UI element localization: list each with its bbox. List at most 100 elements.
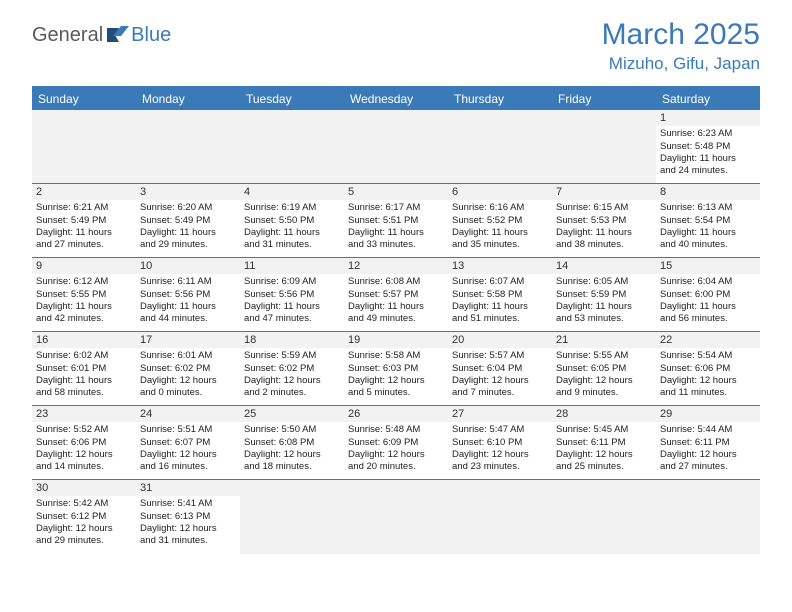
location-label: Mizuho, Gifu, Japan	[602, 54, 760, 74]
day-cell: 29 Sunrise: 5:44 AMSunset: 6:11 PMDayligh…	[656, 406, 760, 479]
day-number: 24	[136, 406, 240, 422]
day-cell: 30Sunrise: 5:42 AMSunset: 6:12 PMDayligh…	[32, 480, 136, 554]
day-info: Sunrise: 5:47 AMSunset: 6:10 PMDaylight:…	[452, 424, 548, 473]
day-cell: 1 Sunrise: 6:23 AMSunset: 5:48 PMDaylight…	[656, 110, 760, 183]
day-info: Sunrise: 6:08 AMSunset: 5:57 PMDaylight:…	[348, 276, 444, 325]
logo-flag-icon	[107, 26, 129, 42]
empty-cell	[344, 480, 448, 554]
day-cell: 11Sunrise: 6:09 AMSunset: 5:56 PMDayligh…	[240, 258, 344, 331]
day-info: Sunrise: 5:44 AMSunset: 6:11 PMDaylight:…	[660, 424, 756, 473]
calendar-grid: SundayMondayTuesdayWednesdayThursdayFrid…	[32, 86, 760, 554]
day-info: Sunrise: 6:17 AMSunset: 5:51 PMDaylight:…	[348, 202, 444, 251]
weekday-header-row: SundayMondayTuesdayWednesdayThursdayFrid…	[32, 88, 760, 110]
weekday-sunday: Sunday	[32, 88, 136, 110]
weekday-saturday: Saturday	[656, 88, 760, 110]
day-number: 16	[32, 332, 136, 348]
week-row: 30Sunrise: 5:42 AMSunset: 6:12 PMDayligh…	[32, 480, 760, 554]
day-cell: 27Sunrise: 5:47 AMSunset: 6:10 PMDayligh…	[448, 406, 552, 479]
day-info: Sunrise: 6:20 AMSunset: 5:49 PMDaylight:…	[140, 202, 236, 251]
day-cell: 14Sunrise: 6:05 AMSunset: 5:59 PMDayligh…	[552, 258, 656, 331]
day-number: 31	[136, 480, 240, 496]
day-number: 4	[240, 184, 344, 200]
day-info: Sunrise: 6:15 AMSunset: 5:53 PMDaylight:…	[556, 202, 652, 251]
day-number: 13	[448, 258, 552, 274]
week-row: 1 Sunrise: 6:23 AMSunset: 5:48 PMDaylight…	[32, 110, 760, 184]
empty-cell	[552, 110, 656, 183]
day-info: Sunrise: 6:23 AMSunset: 5:48 PMDaylight:…	[660, 128, 756, 177]
empty-cell	[32, 110, 136, 183]
day-cell: 12 Sunrise: 6:08 AMSunset: 5:57 PMDayligh…	[344, 258, 448, 331]
day-info: Sunrise: 5:55 AMSunset: 6:05 PMDaylight:…	[556, 350, 652, 399]
day-number: 21	[552, 332, 656, 348]
day-cell: 25 Sunrise: 5:50 AMSunset: 6:08 PMDayligh…	[240, 406, 344, 479]
day-cell: 22 Sunrise: 5:54 AMSunset: 6:06 PMDayligh…	[656, 332, 760, 405]
day-info: Sunrise: 6:04 AMSunset: 6:00 PMDaylight:…	[660, 276, 756, 325]
day-info: Sunrise: 5:54 AMSunset: 6:06 PMDaylight:…	[660, 350, 756, 399]
day-number: 8	[656, 184, 760, 200]
day-info: Sunrise: 6:09 AMSunset: 5:56 PMDaylight:…	[244, 276, 340, 325]
day-number: 29	[656, 406, 760, 422]
day-number: 7	[552, 184, 656, 200]
day-number: 12	[344, 258, 448, 274]
day-number: 28	[552, 406, 656, 422]
day-number: 5	[344, 184, 448, 200]
day-number: 9	[32, 258, 136, 274]
day-cell: 3Sunrise: 6:20 AMSunset: 5:49 PMDaylight…	[136, 184, 240, 257]
empty-cell	[552, 480, 656, 554]
day-info: Sunrise: 5:45 AMSunset: 6:11 PMDaylight:…	[556, 424, 652, 473]
day-info: Sunrise: 5:48 AMSunset: 6:09 PMDaylight:…	[348, 424, 444, 473]
day-info: Sunrise: 6:16 AMSunset: 5:52 PMDaylight:…	[452, 202, 548, 251]
day-cell: 9Sunrise: 6:12 AMSunset: 5:55 PMDaylight…	[32, 258, 136, 331]
day-number: 10	[136, 258, 240, 274]
empty-cell	[344, 110, 448, 183]
weekday-monday: Monday	[136, 88, 240, 110]
day-info: Sunrise: 6:02 AMSunset: 6:01 PMDaylight:…	[36, 350, 132, 399]
day-cell: 10Sunrise: 6:11 AMSunset: 5:56 PMDayligh…	[136, 258, 240, 331]
logo-text-general: General	[32, 24, 103, 47]
day-cell: 2Sunrise: 6:21 AMSunset: 5:49 PMDaylight…	[32, 184, 136, 257]
week-row: 16 Sunrise: 6:02 AMSunset: 6:01 PMDayligh…	[32, 332, 760, 406]
empty-cell	[240, 110, 344, 183]
day-info: Sunrise: 5:51 AMSunset: 6:07 PMDaylight:…	[140, 424, 236, 473]
day-info: Sunrise: 5:59 AMSunset: 6:02 PMDaylight:…	[244, 350, 340, 399]
day-info: Sunrise: 5:50 AMSunset: 6:08 PMDaylight:…	[244, 424, 340, 473]
day-info: Sunrise: 6:13 AMSunset: 5:54 PMDaylight:…	[660, 202, 756, 251]
page-title: March 2025	[602, 18, 760, 52]
day-cell: 21 Sunrise: 5:55 AMSunset: 6:05 PMDayligh…	[552, 332, 656, 405]
day-number: 2	[32, 184, 136, 200]
week-row: 2Sunrise: 6:21 AMSunset: 5:49 PMDaylight…	[32, 184, 760, 258]
logo: General Blue	[32, 24, 171, 47]
week-row: 23Sunrise: 5:52 AMSunset: 6:06 PMDayligh…	[32, 406, 760, 480]
day-cell: 17Sunrise: 6:01 AMSunset: 6:02 PMDayligh…	[136, 332, 240, 405]
day-cell: 6 Sunrise: 6:16 AMSunset: 5:52 PMDaylight…	[448, 184, 552, 257]
weekday-wednesday: Wednesday	[344, 88, 448, 110]
day-number: 15	[656, 258, 760, 274]
day-cell: 20Sunrise: 5:57 AMSunset: 6:04 PMDayligh…	[448, 332, 552, 405]
day-info: Sunrise: 5:42 AMSunset: 6:12 PMDaylight:…	[36, 498, 132, 547]
day-cell: 31 Sunrise: 5:41 AMSunset: 6:13 PMDayligh…	[136, 480, 240, 554]
empty-cell	[136, 110, 240, 183]
day-number: 25	[240, 406, 344, 422]
day-info: Sunrise: 5:52 AMSunset: 6:06 PMDaylight:…	[36, 424, 132, 473]
day-cell: 7 Sunrise: 6:15 AMSunset: 5:53 PMDaylight…	[552, 184, 656, 257]
day-number: 26	[344, 406, 448, 422]
day-cell: 5 Sunrise: 6:17 AMSunset: 5:51 PMDaylight…	[344, 184, 448, 257]
header: General Blue March 2025 Mizuho, Gifu, Ja…	[0, 0, 792, 82]
day-cell: 16 Sunrise: 6:02 AMSunset: 6:01 PMDayligh…	[32, 332, 136, 405]
day-info: Sunrise: 5:58 AMSunset: 6:03 PMDaylight:…	[348, 350, 444, 399]
day-info: Sunrise: 6:05 AMSunset: 5:59 PMDaylight:…	[556, 276, 652, 325]
day-number: 1	[656, 110, 760, 126]
day-cell: 13Sunrise: 6:07 AMSunset: 5:58 PMDayligh…	[448, 258, 552, 331]
day-number: 18	[240, 332, 344, 348]
empty-cell	[448, 480, 552, 554]
day-number: 17	[136, 332, 240, 348]
day-number: 22	[656, 332, 760, 348]
day-cell: 18 Sunrise: 5:59 AMSunset: 6:02 PMDayligh…	[240, 332, 344, 405]
day-number: 6	[448, 184, 552, 200]
day-cell: 23Sunrise: 5:52 AMSunset: 6:06 PMDayligh…	[32, 406, 136, 479]
day-cell: 24 Sunrise: 5:51 AMSunset: 6:07 PMDayligh…	[136, 406, 240, 479]
day-info: Sunrise: 5:41 AMSunset: 6:13 PMDaylight:…	[140, 498, 236, 547]
logo-text-blue: Blue	[131, 24, 171, 47]
empty-cell	[240, 480, 344, 554]
day-cell: 8 Sunrise: 6:13 AMSunset: 5:54 PMDaylight…	[656, 184, 760, 257]
